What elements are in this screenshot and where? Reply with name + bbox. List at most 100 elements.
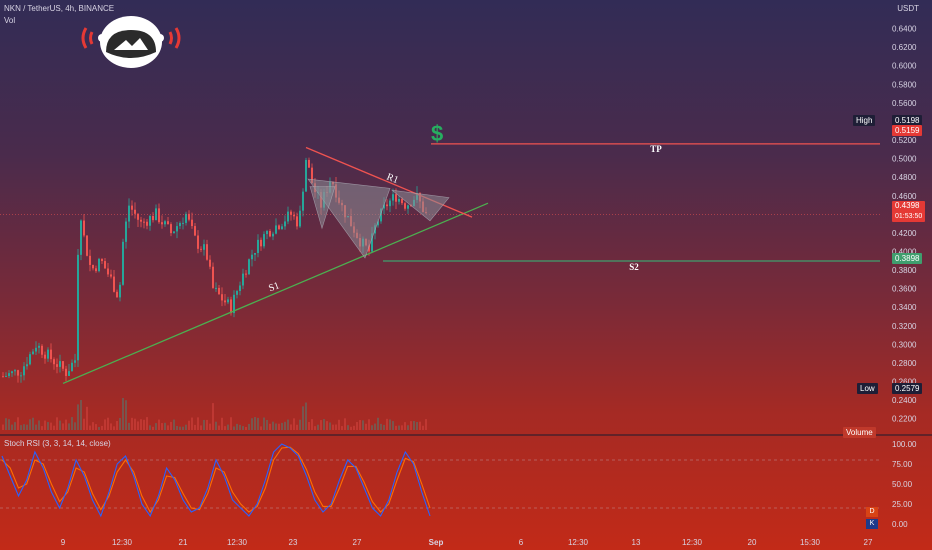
candle-body: [38, 345, 40, 348]
candle-body: [5, 376, 7, 378]
stoch-tick-label: 75.00: [892, 460, 913, 469]
volume-bar: [422, 425, 424, 430]
volume-bar: [389, 419, 391, 430]
pattern-triangle-right: [390, 189, 450, 222]
low-label: Low: [857, 383, 878, 394]
price-tick-label: 0.3200: [892, 322, 917, 331]
candle-body: [212, 266, 214, 288]
time-tick-label: 21: [179, 538, 188, 547]
volume-bar: [17, 417, 19, 430]
astronaut-logo-icon: [81, 16, 181, 68]
volume-bar: [77, 404, 79, 430]
candle-body: [305, 159, 307, 192]
volume-bar: [185, 424, 187, 430]
candle-body: [116, 291, 118, 298]
price-tick-label: 0.5800: [892, 80, 917, 89]
time-tick-label: 12:30: [568, 538, 589, 547]
price-tick-label: 0.6200: [892, 43, 917, 52]
time-tick-label: 9: [61, 538, 66, 547]
volume-bar: [413, 420, 415, 430]
r1-label: R1: [385, 172, 400, 187]
volume-bar: [206, 419, 208, 430]
volume-bar: [11, 424, 13, 430]
volume-bar: [161, 423, 163, 430]
candle-body: [20, 375, 22, 377]
volume-bar: [296, 424, 298, 430]
volume-bar: [176, 425, 178, 430]
volume-bar: [260, 426, 262, 430]
candle-body: [110, 274, 112, 277]
candle-body: [122, 241, 124, 285]
chart-title: NKN / TetherUS, 4h, BINANCE: [4, 4, 115, 13]
volume-bar: [71, 417, 73, 430]
s1-trendline: [62, 202, 489, 385]
stoch-k-badge[interactable]: K: [866, 519, 878, 529]
candle-body: [23, 366, 25, 376]
candle-body: [371, 233, 373, 252]
volume-bar: [374, 423, 376, 430]
volume-bar: [323, 419, 325, 430]
volume-bar: [203, 419, 205, 430]
candle-body: [200, 248, 202, 250]
volume-bar: [251, 418, 253, 430]
s1-label: S1: [267, 280, 281, 294]
time-tick-label: 27: [353, 538, 362, 547]
candle-body: [14, 370, 16, 372]
volume-bar: [197, 417, 199, 430]
candle-body: [299, 210, 301, 227]
volume-bar: [92, 422, 94, 430]
volume-bar: [350, 426, 352, 430]
volume-bar: [272, 421, 274, 430]
volume-bar: [380, 423, 382, 430]
volume-bar: [152, 426, 154, 430]
time-tick-label: 20: [748, 538, 757, 547]
volume-bar: [116, 420, 118, 430]
volume-bar: [287, 419, 289, 430]
stoch-tick-label: 0.00: [892, 520, 908, 529]
volume-bar: [80, 400, 82, 430]
candle-body: [164, 221, 166, 225]
volume-bar: [131, 417, 133, 430]
candle-body: [104, 261, 106, 269]
candle-body: [257, 239, 259, 253]
volume-bar: [338, 419, 340, 430]
high-label: High: [853, 115, 876, 126]
volume-bar: [119, 417, 121, 430]
price-tick-label: 0.3800: [892, 266, 917, 275]
dollar-icon: $: [431, 121, 443, 146]
volume-bar: [416, 421, 418, 430]
volume-bar: [56, 417, 58, 430]
candle-body: [86, 235, 88, 256]
candle-body: [179, 223, 181, 227]
candle-body: [92, 264, 94, 269]
candle-body: [230, 299, 232, 314]
price-tick-label: 0.3400: [892, 303, 917, 312]
candle-body: [275, 225, 277, 234]
candle-body: [98, 258, 100, 272]
candle-body: [290, 211, 292, 215]
volume-bar: [302, 406, 304, 430]
volume-bar: [311, 419, 313, 430]
volume-bar: [188, 420, 190, 430]
volume-bar: [194, 424, 196, 430]
volume-bar: [326, 421, 328, 430]
volume-bar: [200, 425, 202, 430]
candle-body: [53, 359, 55, 365]
volume-bars: [2, 398, 427, 430]
candle-body: [242, 273, 244, 286]
volume-bar: [281, 422, 283, 430]
volume-bar: [425, 419, 427, 430]
volume-bar: [290, 424, 292, 430]
candle-body: [284, 221, 286, 227]
candle-body: [146, 221, 148, 226]
candle-body: [167, 221, 169, 225]
volume-bar: [392, 421, 394, 430]
volume-bar: [245, 426, 247, 430]
volume-bar: [65, 419, 67, 430]
stoch-d-badge[interactable]: D: [866, 507, 878, 517]
volume-bar: [341, 426, 343, 430]
volume-bar: [347, 425, 349, 430]
candle-body: [47, 349, 49, 359]
candle-body: [239, 285, 241, 292]
